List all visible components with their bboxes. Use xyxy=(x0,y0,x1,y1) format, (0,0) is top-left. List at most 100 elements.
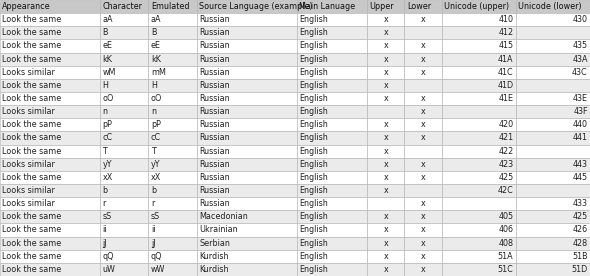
Bar xyxy=(100,66,149,79)
Bar xyxy=(441,145,516,158)
Text: 43E: 43E xyxy=(573,94,588,103)
Bar xyxy=(516,0,590,13)
Bar xyxy=(297,158,368,171)
Text: qQ: qQ xyxy=(151,252,162,261)
Bar xyxy=(405,0,441,13)
Text: 440: 440 xyxy=(573,120,588,129)
Bar xyxy=(368,39,405,52)
Bar xyxy=(405,105,441,118)
Text: x: x xyxy=(384,41,388,51)
Bar xyxy=(368,250,405,263)
Bar xyxy=(0,158,100,171)
Text: H: H xyxy=(151,81,157,90)
Text: English: English xyxy=(299,173,328,182)
Bar xyxy=(516,52,590,66)
Bar xyxy=(196,52,297,66)
Text: English: English xyxy=(299,225,328,235)
Text: English: English xyxy=(299,28,328,37)
Text: xX: xX xyxy=(103,173,113,182)
Bar xyxy=(149,79,196,92)
Text: Russian: Russian xyxy=(199,199,230,208)
Bar xyxy=(441,197,516,210)
Bar xyxy=(196,210,297,224)
Text: Look the same: Look the same xyxy=(2,173,61,182)
Text: aA: aA xyxy=(103,15,113,24)
Text: Look the same: Look the same xyxy=(2,120,61,129)
Bar xyxy=(149,197,196,210)
Text: x: x xyxy=(421,55,425,64)
Bar xyxy=(0,171,100,184)
Text: Russian: Russian xyxy=(199,160,230,169)
Bar xyxy=(0,92,100,105)
Bar xyxy=(297,92,368,105)
Text: 43F: 43F xyxy=(573,107,588,116)
Bar xyxy=(196,224,297,237)
Bar xyxy=(0,79,100,92)
Text: Looks similar: Looks similar xyxy=(2,199,55,208)
Bar xyxy=(441,237,516,250)
Bar xyxy=(149,263,196,276)
Bar xyxy=(149,105,196,118)
Bar xyxy=(405,66,441,79)
Text: 415: 415 xyxy=(499,41,513,51)
Bar xyxy=(297,145,368,158)
Bar xyxy=(100,13,149,26)
Text: 422: 422 xyxy=(498,147,513,156)
Bar xyxy=(441,118,516,131)
Text: kK: kK xyxy=(103,55,113,64)
Bar xyxy=(149,26,196,39)
Text: 420: 420 xyxy=(499,120,513,129)
Bar xyxy=(516,184,590,197)
Bar xyxy=(516,118,590,131)
Bar xyxy=(297,237,368,250)
Text: x: x xyxy=(421,120,425,129)
Bar xyxy=(516,26,590,39)
Bar xyxy=(441,263,516,276)
Bar xyxy=(368,171,405,184)
Bar xyxy=(516,13,590,26)
Text: 51C: 51C xyxy=(498,265,513,274)
Text: Serbian: Serbian xyxy=(199,239,230,248)
Bar xyxy=(441,0,516,13)
Bar xyxy=(149,224,196,237)
Text: Russian: Russian xyxy=(199,28,230,37)
Text: x: x xyxy=(421,134,425,142)
Bar xyxy=(100,158,149,171)
Text: 41E: 41E xyxy=(499,94,513,103)
Text: 42C: 42C xyxy=(498,186,513,195)
Text: oO: oO xyxy=(151,94,162,103)
Bar xyxy=(196,197,297,210)
Text: x: x xyxy=(384,81,388,90)
Bar xyxy=(516,39,590,52)
Bar xyxy=(441,171,516,184)
Text: English: English xyxy=(299,107,328,116)
Text: x: x xyxy=(421,212,425,221)
Text: T: T xyxy=(103,147,107,156)
Text: uW: uW xyxy=(103,265,116,274)
Bar xyxy=(297,118,368,131)
Text: x: x xyxy=(421,252,425,261)
Text: yY: yY xyxy=(103,160,112,169)
Text: ii: ii xyxy=(103,225,107,235)
Text: Lower: Lower xyxy=(407,2,431,11)
Bar xyxy=(196,118,297,131)
Bar xyxy=(368,92,405,105)
Text: 51B: 51B xyxy=(572,252,588,261)
Bar xyxy=(100,52,149,66)
Bar xyxy=(100,224,149,237)
Bar xyxy=(196,158,297,171)
Text: 410: 410 xyxy=(499,15,513,24)
Bar xyxy=(441,26,516,39)
Bar xyxy=(405,26,441,39)
Text: Character: Character xyxy=(103,2,143,11)
Text: qQ: qQ xyxy=(103,252,114,261)
Bar xyxy=(368,13,405,26)
Text: 51A: 51A xyxy=(498,252,513,261)
Text: Look the same: Look the same xyxy=(2,94,61,103)
Text: x: x xyxy=(421,239,425,248)
Text: Russian: Russian xyxy=(199,41,230,51)
Bar xyxy=(441,52,516,66)
Bar xyxy=(441,158,516,171)
Bar xyxy=(196,184,297,197)
Bar xyxy=(149,13,196,26)
